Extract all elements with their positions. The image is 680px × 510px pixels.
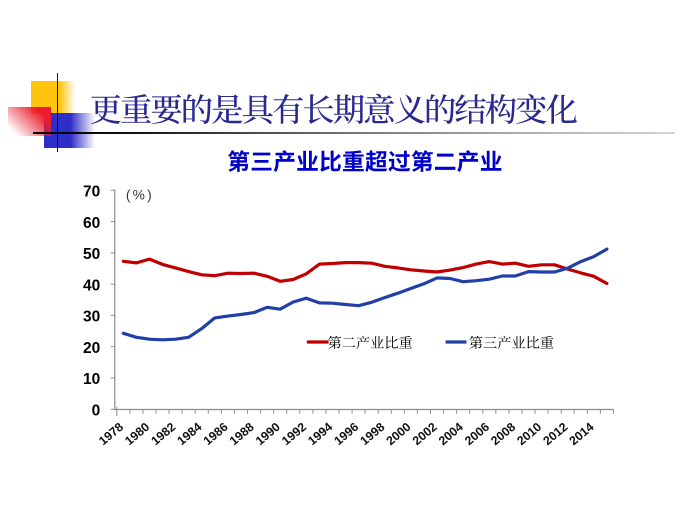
svg-text:2004: 2004: [436, 420, 466, 448]
svg-text:1982: 1982: [148, 420, 178, 448]
svg-text:40: 40: [83, 277, 100, 294]
svg-text:2000: 2000: [384, 420, 414, 448]
svg-text:1986: 1986: [201, 420, 231, 448]
svg-text:10: 10: [83, 371, 100, 388]
svg-text:2010: 2010: [514, 420, 544, 448]
svg-text:2014: 2014: [567, 420, 597, 448]
svg-text:2012: 2012: [540, 420, 570, 448]
svg-text:70: 70: [83, 184, 100, 201]
svg-text:1992: 1992: [279, 420, 309, 448]
svg-text:1990: 1990: [253, 420, 283, 448]
svg-text:(%): (%): [126, 188, 154, 203]
svg-text:60: 60: [83, 215, 100, 232]
svg-text:2008: 2008: [488, 420, 518, 448]
svg-text:1996: 1996: [331, 420, 361, 448]
svg-text:1980: 1980: [122, 420, 152, 448]
svg-text:1984: 1984: [174, 420, 204, 448]
svg-text:1998: 1998: [357, 420, 387, 448]
svg-text:50: 50: [83, 246, 100, 263]
svg-text:2006: 2006: [462, 420, 492, 448]
svg-text:1978: 1978: [96, 420, 126, 448]
svg-text:1988: 1988: [227, 420, 257, 448]
svg-text:30: 30: [83, 309, 100, 326]
svg-text:2002: 2002: [410, 420, 440, 448]
svg-text:1994: 1994: [305, 420, 335, 448]
svg-text:0: 0: [92, 403, 101, 420]
svg-text:20: 20: [83, 340, 100, 357]
